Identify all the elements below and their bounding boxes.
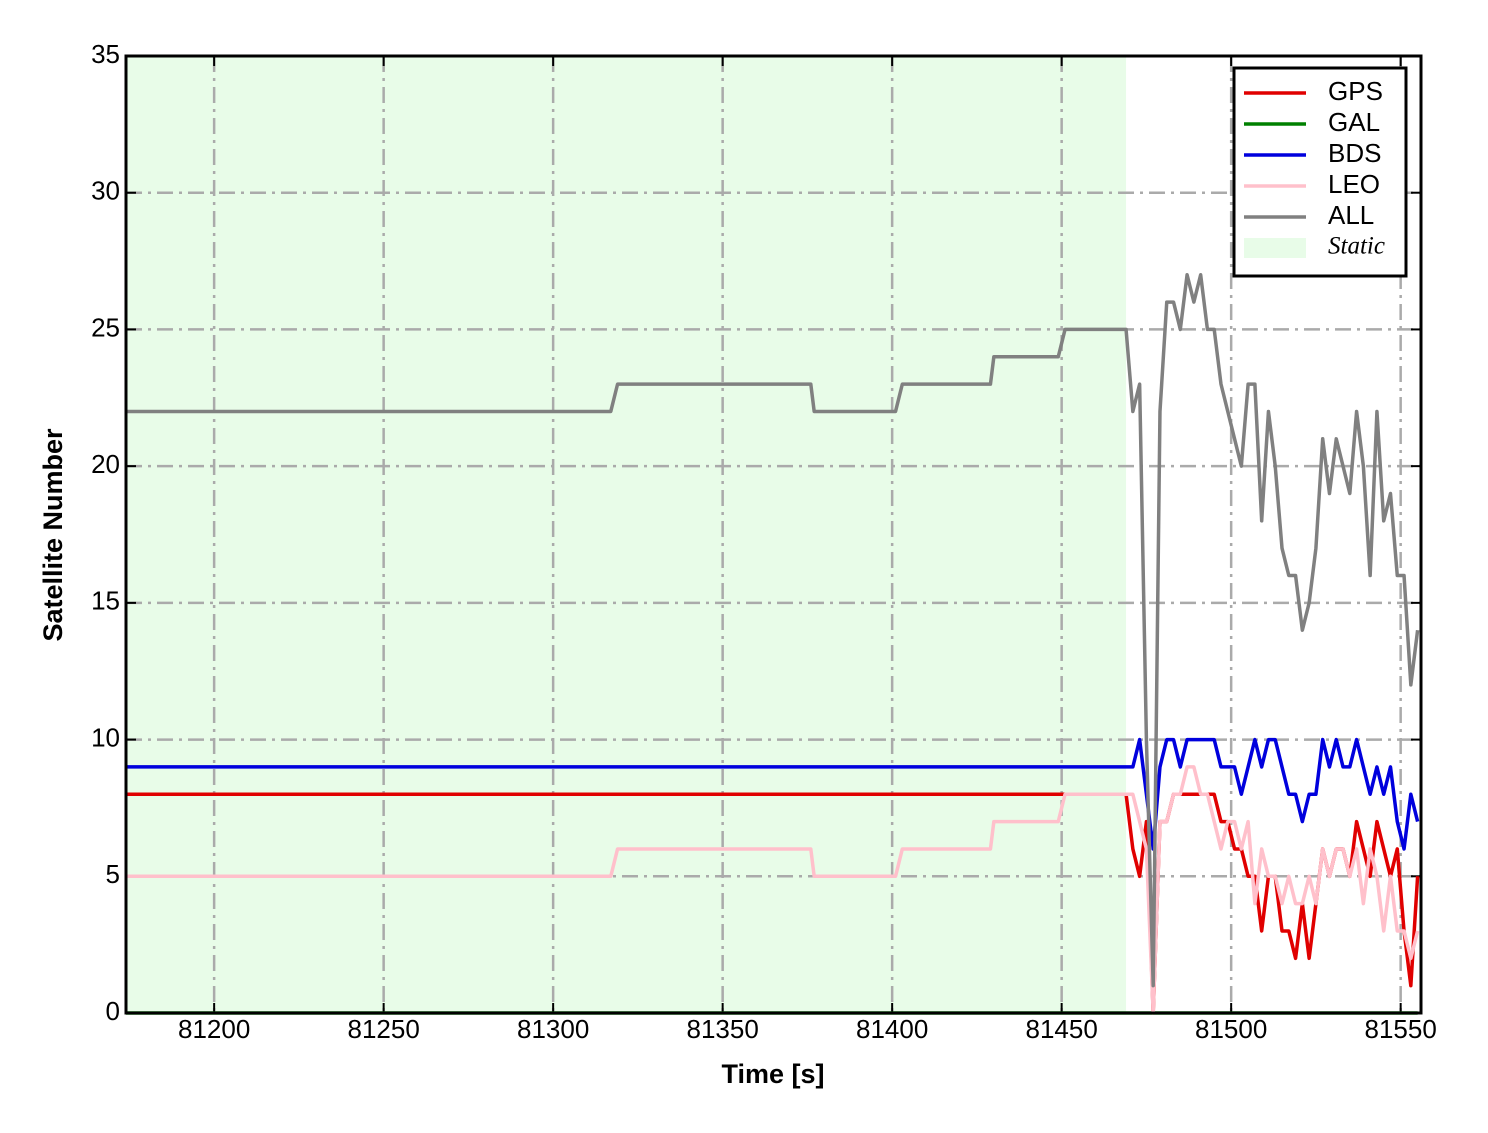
y-tick-label: 30 bbox=[91, 176, 120, 206]
x-tick-label: 81400 bbox=[856, 1014, 928, 1044]
x-axis-label: Time [s] bbox=[721, 1059, 824, 1089]
x-tick-label: 81300 bbox=[517, 1014, 589, 1044]
x-tick-label: 81250 bbox=[347, 1014, 419, 1044]
x-tick-label: 81500 bbox=[1195, 1014, 1267, 1044]
legend-label: ALL bbox=[1328, 200, 1374, 230]
x-tick-label: 81350 bbox=[686, 1014, 758, 1044]
legend-label: LEO bbox=[1328, 169, 1380, 199]
y-tick-label: 10 bbox=[91, 722, 120, 752]
legend-label: GAL bbox=[1328, 107, 1380, 137]
legend-label: GPS bbox=[1328, 76, 1383, 106]
y-tick-label: 20 bbox=[91, 449, 120, 479]
legend-label: BDS bbox=[1328, 138, 1381, 168]
static-region bbox=[126, 56, 1127, 1013]
y-axis-label: Satellite Number bbox=[38, 428, 68, 642]
x-tick-label: 81550 bbox=[1365, 1014, 1437, 1044]
legend-swatch bbox=[1244, 238, 1306, 258]
x-tick-label: 81450 bbox=[1025, 1014, 1097, 1044]
y-tick-label: 15 bbox=[91, 586, 120, 616]
x-tick-label: 81200 bbox=[178, 1014, 250, 1044]
plot-frame bbox=[124, 54, 1423, 1015]
y-tick-label: 35 bbox=[91, 39, 120, 69]
legend-label: Static bbox=[1328, 233, 1385, 260]
y-tick-label: 5 bbox=[106, 859, 120, 889]
y-tick-label: 0 bbox=[106, 996, 120, 1026]
series-line bbox=[126, 272, 1420, 988]
y-tick-label: 25 bbox=[91, 312, 120, 342]
series-line bbox=[126, 792, 1420, 1015]
series-line bbox=[126, 737, 1420, 851]
series-line bbox=[126, 765, 1420, 1015]
